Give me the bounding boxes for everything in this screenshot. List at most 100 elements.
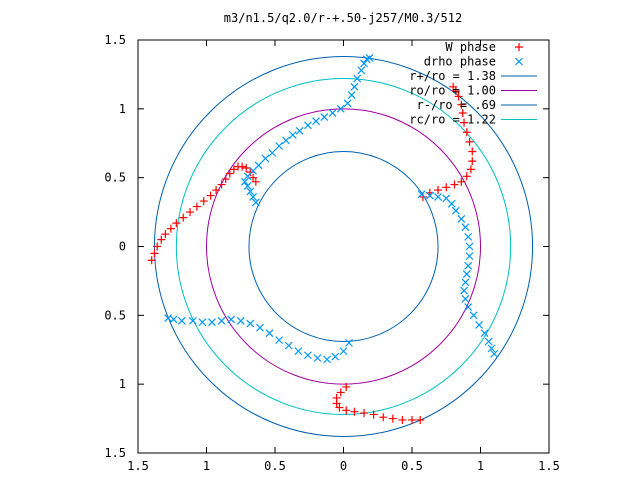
x-tick-label: 0 [340, 459, 347, 473]
data-point [177, 316, 186, 325]
x-tick-label: 1 [477, 459, 484, 473]
data-point [454, 92, 463, 101]
data-point [434, 186, 443, 195]
data-point [288, 131, 297, 139]
x-tick-label: 1.5 [538, 459, 560, 473]
data-point [457, 100, 466, 109]
legend-marker-cross [515, 57, 523, 66]
data-point [208, 318, 216, 327]
y-tick-label: 1 [119, 377, 126, 391]
data-point [350, 407, 359, 416]
data-point [468, 157, 477, 166]
data-point [357, 66, 366, 75]
data-point [475, 321, 484, 329]
data-point [487, 344, 496, 353]
data-point [457, 215, 466, 223]
data-point [251, 198, 260, 207]
data-point [246, 319, 255, 328]
data-point [480, 329, 489, 338]
data-series [147, 53, 499, 424]
data-point [469, 311, 478, 320]
data-point [188, 316, 197, 325]
data-point [265, 329, 274, 338]
data-point [161, 230, 170, 239]
data-point [458, 108, 467, 117]
data-point [217, 316, 226, 325]
data-point [229, 165, 238, 174]
data-point [313, 354, 322, 362]
data-point [462, 270, 471, 278]
data-point [468, 147, 477, 156]
data-point [461, 223, 470, 232]
x-tick-label: 0.5 [401, 459, 423, 473]
data-point [240, 177, 249, 186]
axis-ticks: 1.5 1 0.5 0 0.5 1 1.51.510.500.511.5 [104, 33, 560, 473]
y-tick-label: 0.5 [104, 308, 126, 322]
data-point [249, 193, 258, 201]
data-point [217, 180, 226, 189]
data-point [172, 219, 181, 228]
data-point [150, 249, 159, 258]
data-point [465, 137, 474, 146]
series-w-phase [147, 82, 477, 424]
data-point [369, 410, 378, 419]
data-point [442, 183, 451, 192]
data-point [365, 53, 374, 62]
data-point [275, 336, 284, 345]
data-point [466, 165, 475, 174]
y-tick-label: 1 [119, 102, 126, 116]
data-point [343, 99, 352, 108]
data-point [294, 347, 303, 356]
data-point [417, 190, 426, 199]
data-point [462, 172, 471, 181]
data-point [261, 154, 270, 163]
legend-label: r+/ro = 1.38 [409, 69, 496, 83]
data-point [425, 191, 434, 200]
y-tick-label: 0 [119, 240, 126, 254]
data-point [256, 323, 264, 332]
data-point [451, 206, 460, 215]
data-point [328, 109, 337, 117]
data-point [434, 193, 442, 201]
data-point [418, 192, 427, 201]
data-point [157, 235, 166, 244]
y-tick-label: 1.5 [104, 446, 126, 460]
data-point [490, 349, 499, 358]
series-drho-phase [164, 53, 499, 364]
data-point [275, 142, 284, 150]
data-point [206, 191, 215, 200]
reference-circle [248, 151, 439, 342]
data-point [449, 82, 458, 91]
data-point [336, 104, 345, 113]
data-point [345, 338, 353, 347]
y-tick-label: 1.5 [104, 33, 126, 47]
data-point [360, 409, 369, 418]
data-point [164, 314, 173, 323]
data-point [249, 173, 258, 182]
data-point [416, 415, 425, 424]
data-point [284, 341, 293, 350]
legend-marker-plus [515, 43, 523, 51]
data-point [268, 148, 277, 157]
data-point [166, 224, 175, 233]
x-tick-label: 1.5 [127, 459, 149, 473]
data-point [339, 347, 348, 356]
data-point [332, 399, 341, 408]
data-point [342, 382, 351, 391]
data-point [335, 403, 344, 412]
data-point [464, 303, 473, 311]
data-point [221, 175, 230, 184]
data-point [336, 388, 345, 397]
data-point [246, 187, 255, 196]
data-point [295, 126, 304, 135]
data-point [461, 278, 470, 287]
data-point [460, 286, 468, 295]
data-point [238, 162, 247, 171]
data-point [342, 406, 351, 415]
data-point [251, 177, 260, 186]
data-point [461, 294, 470, 303]
data-point [212, 186, 221, 195]
data-point [246, 168, 255, 177]
data-point [464, 261, 473, 270]
